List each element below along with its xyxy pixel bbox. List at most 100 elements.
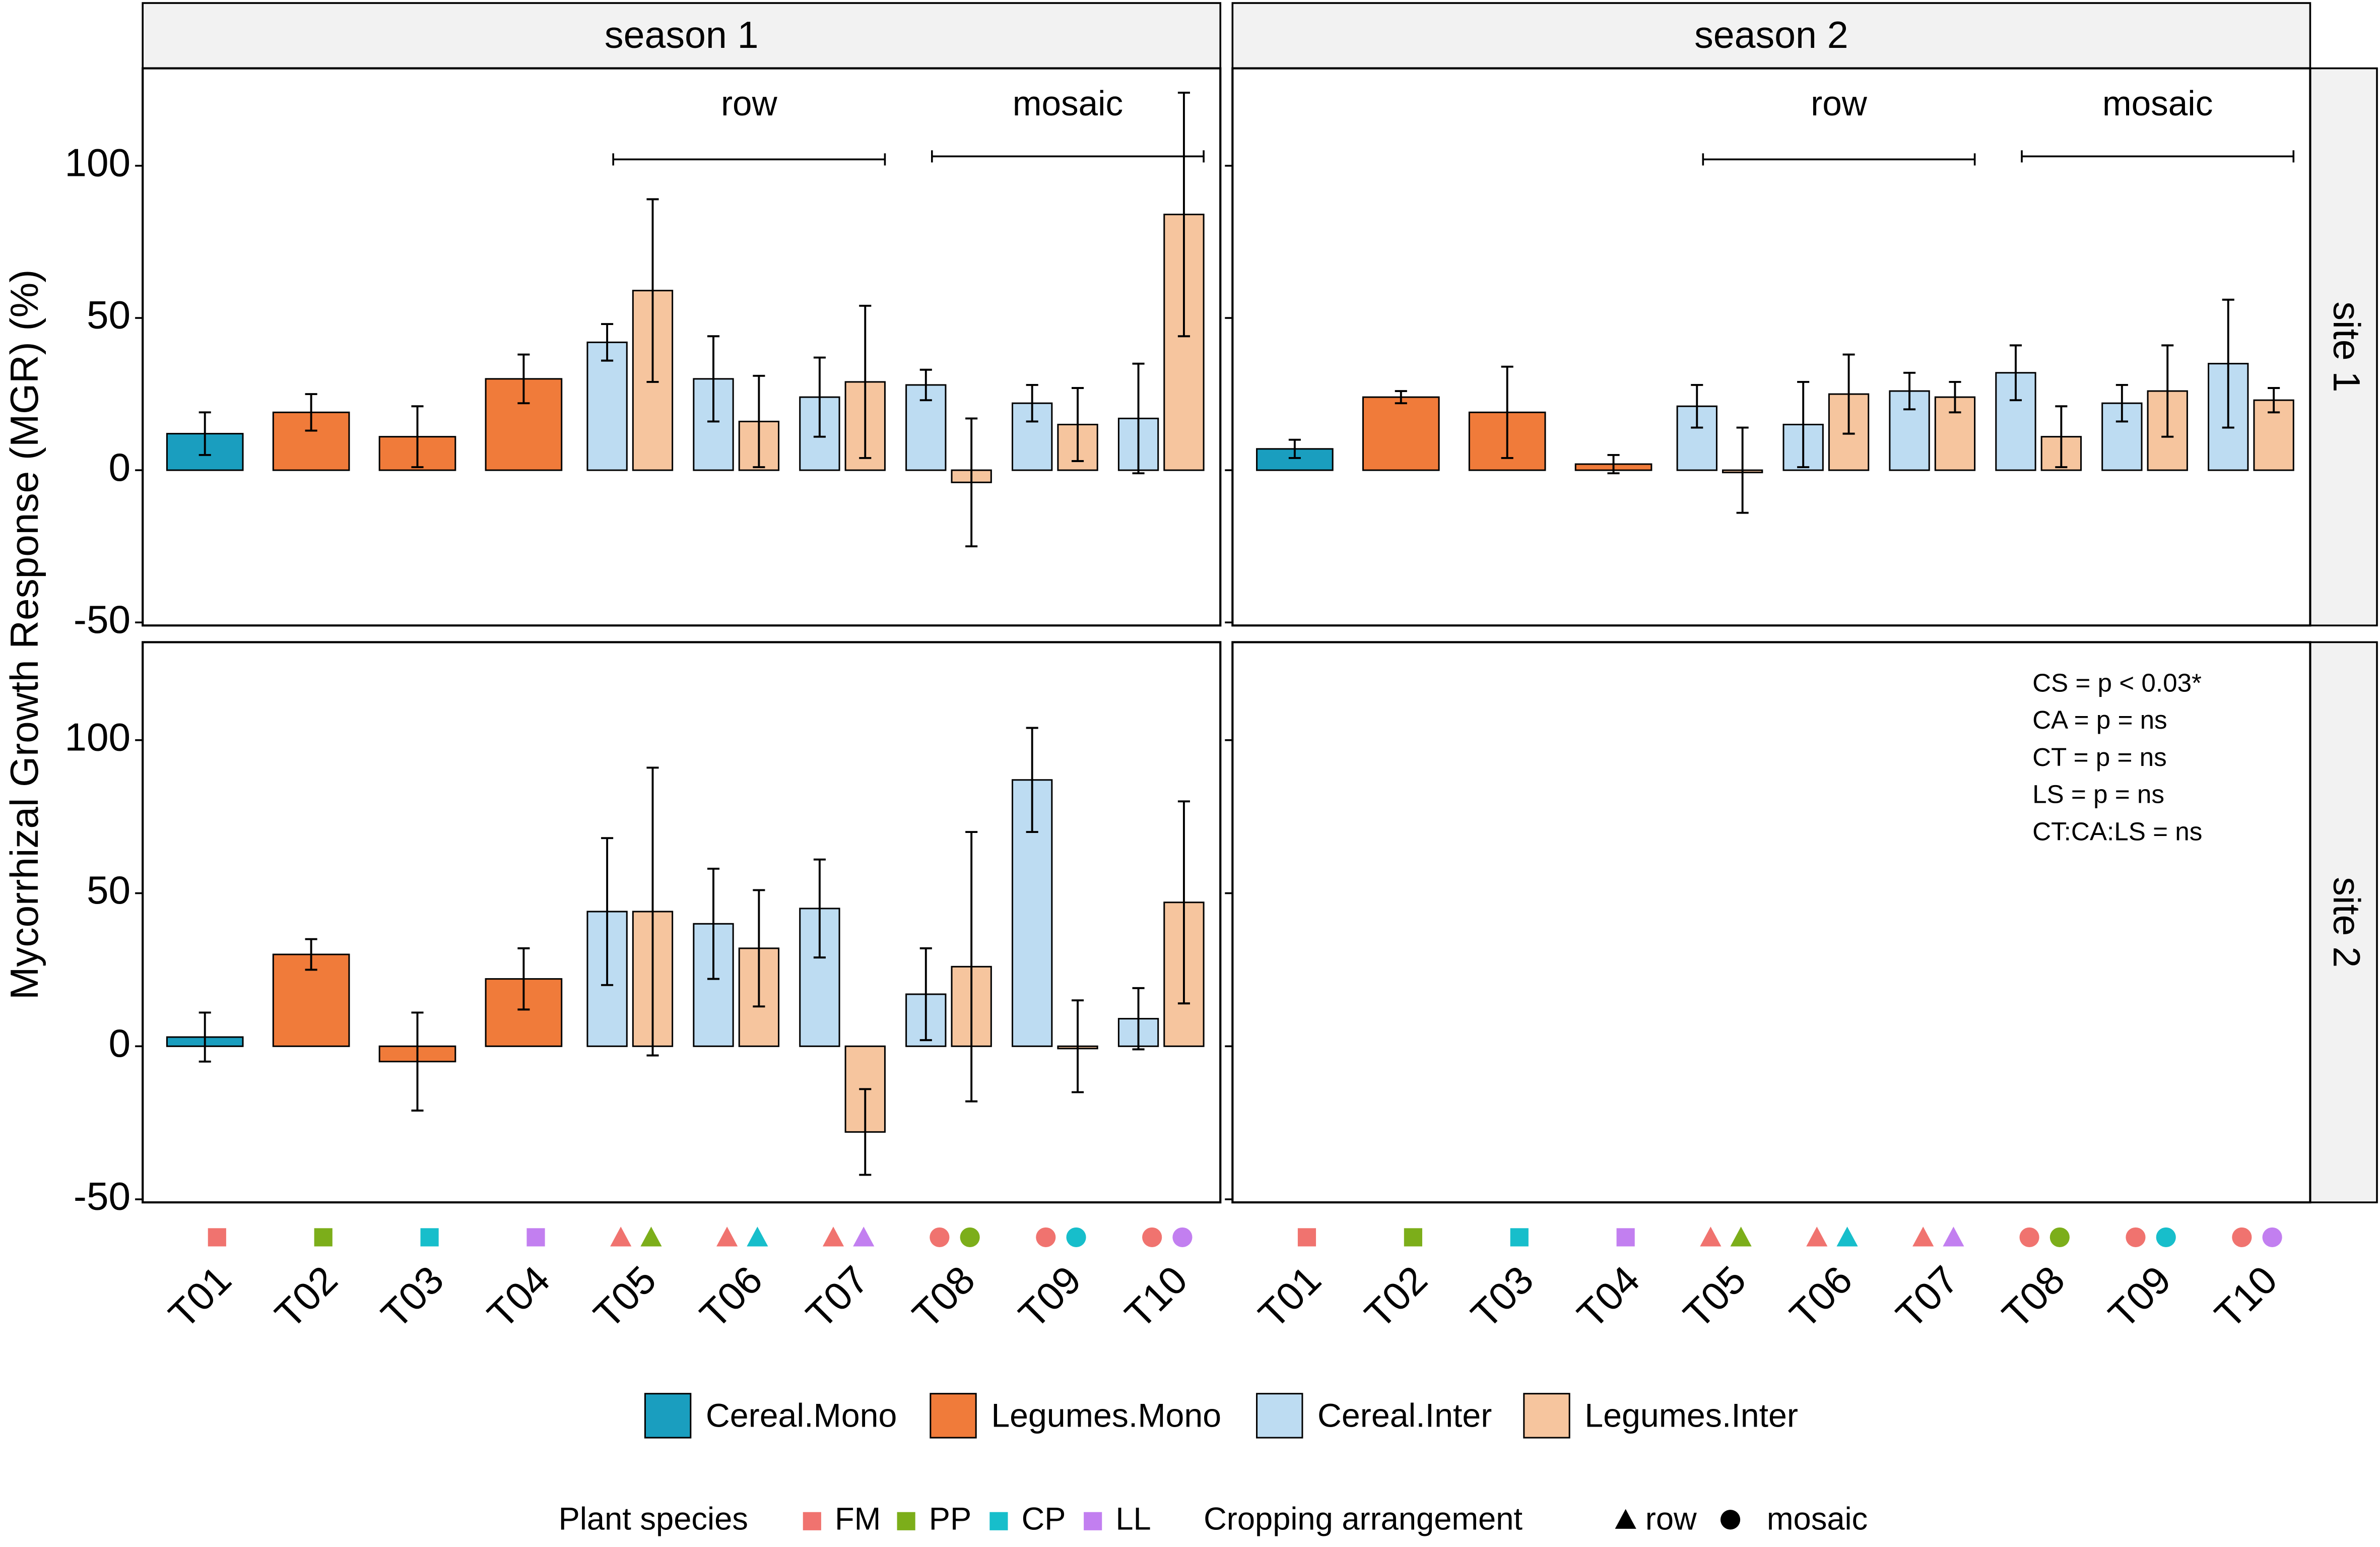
species-symbol — [1404, 1228, 1422, 1247]
x-tick-label: T06 — [691, 1257, 771, 1337]
column-strip-label: season 2 — [1694, 14, 1848, 56]
error-bar — [707, 867, 720, 980]
species-symbol — [208, 1228, 226, 1247]
legend-label: CP — [1022, 1501, 1066, 1536]
x-tick-label: T01 — [160, 1257, 240, 1337]
panel-frame — [142, 67, 1222, 627]
legend-label: mosaic — [1767, 1501, 1868, 1536]
error-bar — [1903, 371, 1916, 411]
x-tick-label: T03 — [373, 1257, 452, 1337]
legend-symbol — [989, 1512, 1008, 1530]
y-tick-label: 100 — [64, 141, 130, 185]
panel-frame — [142, 641, 1222, 1204]
error-bar — [1026, 727, 1038, 833]
y-tick-label: -50 — [74, 597, 130, 641]
legend-label: row — [1645, 1501, 1697, 1536]
y-tick-label: -50 — [74, 1174, 130, 1218]
legend-label: Legumes.Inter — [1584, 1397, 1798, 1434]
error-bar — [199, 411, 211, 456]
error-bar — [411, 405, 424, 469]
error-bar — [1132, 362, 1145, 475]
species-symbol — [314, 1228, 333, 1247]
species-symbol — [1836, 1227, 1858, 1247]
species-symbol — [610, 1227, 632, 1247]
species-symbol — [1172, 1227, 1193, 1247]
x-tick-label: T09 — [2100, 1257, 2179, 1337]
species-symbol — [822, 1227, 844, 1247]
error-bar — [2055, 405, 2068, 469]
error-bar — [1072, 387, 1084, 462]
annotation: CA = p = ns — [2032, 705, 2167, 734]
species-symbol — [1730, 1227, 1752, 1247]
x-tick-label: T08 — [1994, 1257, 2073, 1337]
error-bar — [1288, 438, 1301, 459]
species-symbol — [747, 1227, 768, 1247]
error-bar — [859, 1088, 872, 1176]
legend-symbol — [803, 1512, 821, 1530]
legend-title: Cropping arrangement — [1204, 1501, 1523, 1536]
row-strip-label: site 1 — [2326, 301, 2368, 392]
error-bar — [1607, 454, 1620, 475]
error-bar — [753, 374, 765, 469]
y-tick-label: 50 — [87, 293, 130, 337]
legend-swatch — [1256, 1393, 1303, 1439]
species-symbol — [2156, 1227, 2176, 1247]
row-strip-label: site 2 — [2326, 877, 2368, 968]
error-bar — [2222, 298, 2234, 429]
group-label: row — [1811, 84, 1868, 123]
error-bar — [1026, 383, 1038, 423]
species-symbol — [1616, 1228, 1635, 1247]
x-tick-label: T10 — [2206, 1257, 2286, 1337]
x-tick-label: T08 — [904, 1257, 983, 1337]
species-symbol — [526, 1228, 545, 1247]
species-symbol — [2232, 1227, 2252, 1247]
error-bar — [2115, 383, 2128, 423]
error-bar — [1691, 383, 1703, 429]
legend-label: PP — [929, 1501, 971, 1536]
error-bar — [2268, 387, 2280, 414]
row-strip — [2309, 67, 2378, 627]
x-tick-label: T07 — [1887, 1257, 1967, 1337]
error-bar — [813, 858, 826, 959]
error-bar — [813, 356, 826, 438]
annotation: LS = p = ns — [2032, 780, 2164, 809]
legend-swatch — [1523, 1393, 1570, 1439]
error-bar — [411, 1011, 424, 1112]
species-symbol — [2126, 1227, 2146, 1247]
x-tick-label: T07 — [798, 1257, 877, 1337]
legend-label: LL — [1115, 1501, 1151, 1536]
species-symbol — [1943, 1227, 1964, 1247]
species-symbol — [1297, 1228, 1316, 1247]
column-strip — [142, 2, 1222, 70]
error-bar — [517, 353, 530, 405]
column-strip — [1231, 2, 2311, 70]
legend-symbol — [1084, 1512, 1102, 1530]
panel-frame — [1231, 641, 2311, 1204]
x-tick-label: T02 — [267, 1257, 346, 1337]
error-bar — [646, 198, 659, 383]
bar — [586, 341, 628, 471]
legend-symbol — [1720, 1510, 1741, 1530]
legend-symbol — [897, 1512, 915, 1530]
legend-symbol — [1615, 1509, 1636, 1529]
error-bar — [1949, 380, 1961, 414]
legend-swatch — [930, 1393, 977, 1439]
error-bar — [199, 1011, 211, 1063]
error-bar — [305, 938, 317, 971]
error-bar — [965, 831, 978, 1103]
error-bar — [1736, 426, 1749, 514]
error-bar — [965, 417, 978, 548]
legend-swatch — [644, 1393, 692, 1439]
error-bar — [1842, 353, 1855, 435]
x-tick-label: T05 — [585, 1257, 665, 1337]
x-tick-label: T01 — [1250, 1257, 1330, 1337]
y-tick-label: 100 — [64, 715, 130, 759]
species-symbol — [420, 1228, 439, 1247]
species-symbol — [2262, 1227, 2282, 1247]
species-symbol — [1510, 1228, 1529, 1247]
y-tick-label: 50 — [87, 868, 130, 912]
x-tick-label: T09 — [1010, 1257, 1090, 1337]
x-tick-label: T05 — [1675, 1257, 1755, 1337]
